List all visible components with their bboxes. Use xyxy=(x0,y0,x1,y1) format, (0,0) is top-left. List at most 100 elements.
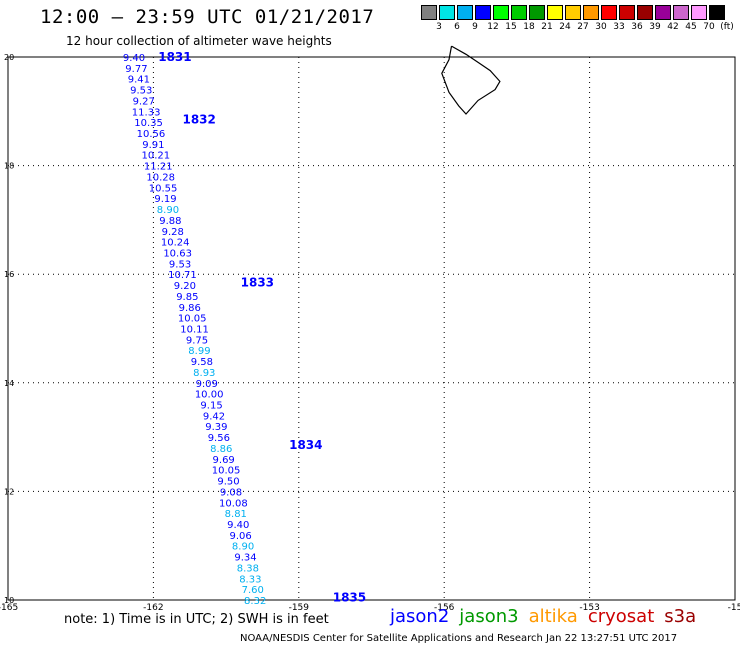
y-tick-label: 16 xyxy=(4,270,14,279)
x-tick-label: -162 xyxy=(143,603,163,613)
swh-value-label: 8.86 xyxy=(210,444,232,455)
pass-label: 1835 xyxy=(333,590,366,604)
swh-value-label: 9.58 xyxy=(191,357,213,368)
swh-value-label: 8.99 xyxy=(188,346,210,357)
color-scale-label: 18 xyxy=(523,22,535,32)
color-scale-label: 33 xyxy=(613,22,625,32)
color-swatch xyxy=(583,5,599,20)
swh-value-label: 9.19 xyxy=(154,194,176,205)
swh-value-label: 8.93 xyxy=(193,368,215,379)
y-tick-label: 20 xyxy=(4,53,14,62)
color-swatch xyxy=(529,5,545,20)
color-swatch xyxy=(655,5,671,20)
satellite-legend-item: jason3 xyxy=(459,606,519,627)
color-scale-label: 15 xyxy=(505,22,517,32)
swh-value-label: 9.06 xyxy=(230,531,252,542)
swh-value-label: 11.21 xyxy=(144,162,173,173)
x-tick-label: -156 xyxy=(434,603,455,613)
satellite-legend-item: altika xyxy=(528,606,578,627)
map-frame xyxy=(7,56,736,601)
y-tick-label: 18 xyxy=(4,162,14,171)
color-scale-label: 21 xyxy=(541,22,553,32)
swh-value-label: 8.33 xyxy=(239,574,261,585)
color-swatch xyxy=(691,5,707,20)
swh-value-label: 10.08 xyxy=(219,498,248,509)
swh-value-label: 9.09 xyxy=(196,379,218,390)
satellite-legend-item: s3a xyxy=(664,606,697,627)
swh-value-label: 10.28 xyxy=(146,172,175,183)
swh-value-label: 10.56 xyxy=(137,129,166,140)
color-swatch xyxy=(637,5,653,20)
swh-value-label: 8.38 xyxy=(237,563,259,574)
satellite-legend-item: cryosat xyxy=(587,606,655,627)
swh-value-label: 10.21 xyxy=(142,151,171,162)
color-swatch xyxy=(601,5,617,20)
color-swatch xyxy=(565,5,581,20)
color-scale-label: 36 xyxy=(631,22,643,32)
x-tick-label: -15 xyxy=(728,603,740,613)
swh-value-label: 8.90 xyxy=(157,205,179,216)
color-swatch xyxy=(511,5,527,20)
swh-value-label: 9.69 xyxy=(213,455,235,466)
swh-value-label: 9.88 xyxy=(159,216,181,227)
y-tick-label: 12 xyxy=(4,487,14,496)
pass-label: 1834 xyxy=(289,438,322,452)
swh-value-label: 11.33 xyxy=(132,107,161,118)
footer-note: note: 1) Time is in UTC; 2) SWH is in fe… xyxy=(64,612,329,627)
swh-value-label: 9.42 xyxy=(203,411,225,422)
swh-value-label: 9.86 xyxy=(179,303,201,314)
swh-value-label: 9.75 xyxy=(186,335,208,346)
swh-value-label: 9.40 xyxy=(227,520,249,531)
swh-value-label: 10.05 xyxy=(178,314,207,325)
swh-value-label: 9.20 xyxy=(174,281,196,292)
pass-label: 1832 xyxy=(182,112,215,126)
color-swatch xyxy=(673,5,689,20)
swh-value-label: 10.35 xyxy=(134,118,163,129)
swh-value-label: 9.77 xyxy=(125,64,147,75)
swh-value-label: 8.32 xyxy=(244,596,266,607)
swh-value-label: 9.28 xyxy=(162,227,184,238)
swh-value-label: 7.60 xyxy=(242,585,264,596)
pass-label: 1831 xyxy=(158,50,191,64)
satellite-legend: jason2 jason3 altika cryosat s3a xyxy=(390,606,706,627)
swh-value-label: 9.27 xyxy=(133,96,155,107)
swh-value-label: 10.24 xyxy=(161,238,190,249)
color-swatch xyxy=(547,5,563,20)
page-subtitle: 12 hour collection of altimeter wave hei… xyxy=(66,34,332,48)
y-tick-label: 14 xyxy=(4,379,14,388)
swh-value-label: 9.08 xyxy=(220,487,242,498)
color-swatch xyxy=(619,5,635,20)
color-scale-label: (ft) xyxy=(720,22,734,32)
pass-label: 1833 xyxy=(241,275,274,289)
x-tick-label: -165 xyxy=(0,603,18,613)
color-swatch xyxy=(421,5,437,20)
satellite-legend-item: jason2 xyxy=(390,606,450,627)
swh-value-label: 10.00 xyxy=(195,390,224,401)
color-scale-label: 45 xyxy=(685,22,697,32)
color-swatch xyxy=(709,5,725,20)
swh-value-label: 9.53 xyxy=(169,259,191,270)
swh-value-label: 9.53 xyxy=(130,86,152,97)
color-scale-label: 27 xyxy=(577,22,589,32)
island-outline xyxy=(441,45,501,115)
swh-value-label: 9.34 xyxy=(234,553,256,564)
color-swatch xyxy=(493,5,509,20)
color-scale-label: 9 xyxy=(472,22,478,32)
x-tick-label: -159 xyxy=(289,603,310,613)
swh-value-label: 9.85 xyxy=(176,292,198,303)
swh-value-label: 9.15 xyxy=(200,401,222,412)
swh-value-label: 9.56 xyxy=(208,433,230,444)
swh-value-label: 9.50 xyxy=(217,477,239,488)
swh-value-label: 8.81 xyxy=(225,509,247,520)
swh-value-label: 9.40 xyxy=(123,53,145,64)
swh-value-label: 10.71 xyxy=(168,270,197,281)
color-swatch xyxy=(457,5,473,20)
color-scale-label: 12 xyxy=(487,22,499,32)
color-scale-label: 24 xyxy=(559,22,571,32)
y-tick-label: 10 xyxy=(4,596,14,605)
color-scale-label: 6 xyxy=(454,22,460,32)
swh-value-label: 9.39 xyxy=(205,422,227,433)
swh-value-label: 9.91 xyxy=(142,140,164,151)
swh-value-label: 10.11 xyxy=(180,325,209,336)
